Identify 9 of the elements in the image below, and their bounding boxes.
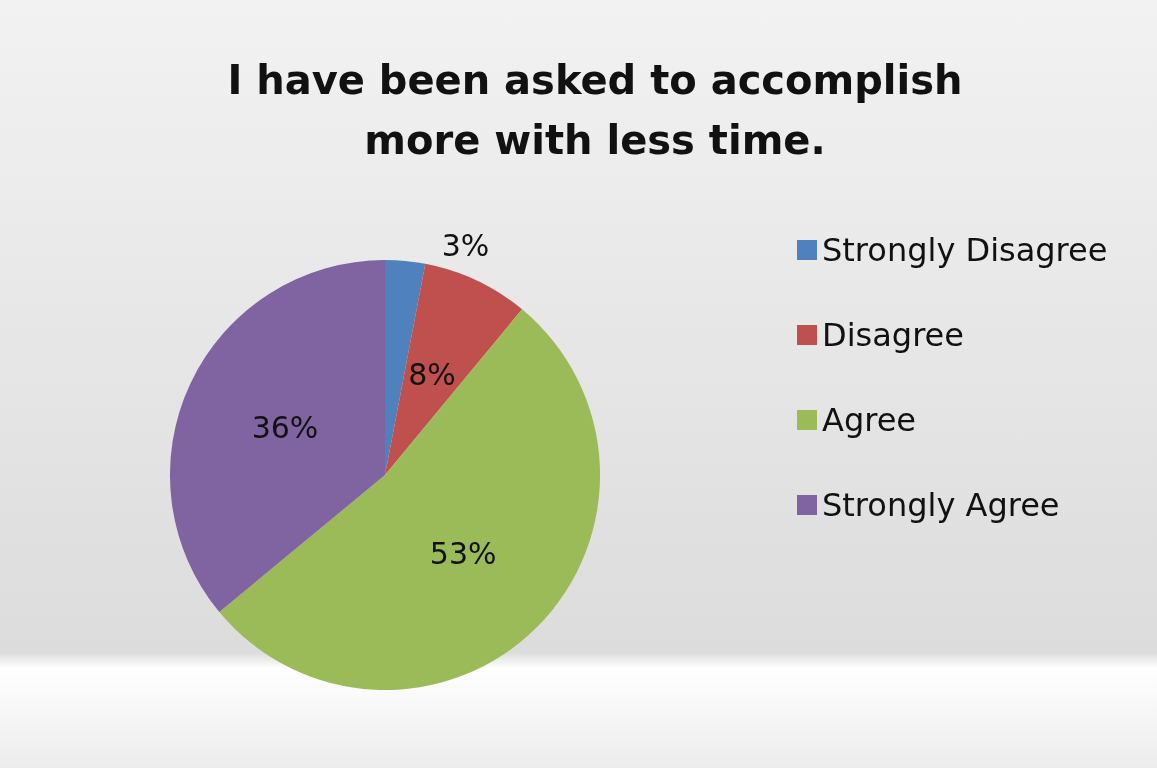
legend-label: Strongly Agree: [822, 486, 1060, 524]
data-label: 8%: [408, 357, 456, 393]
legend-label: Disagree: [822, 316, 964, 354]
data-label: 36%: [251, 410, 319, 446]
data-label: 53%: [429, 535, 497, 571]
legend-label: Strongly Disagree: [822, 231, 1108, 269]
legend-label: Agree: [822, 401, 917, 439]
chart-title: I have been asked to accomplish more with less time.: [227, 57, 963, 163]
data-label: 3%: [441, 228, 490, 264]
